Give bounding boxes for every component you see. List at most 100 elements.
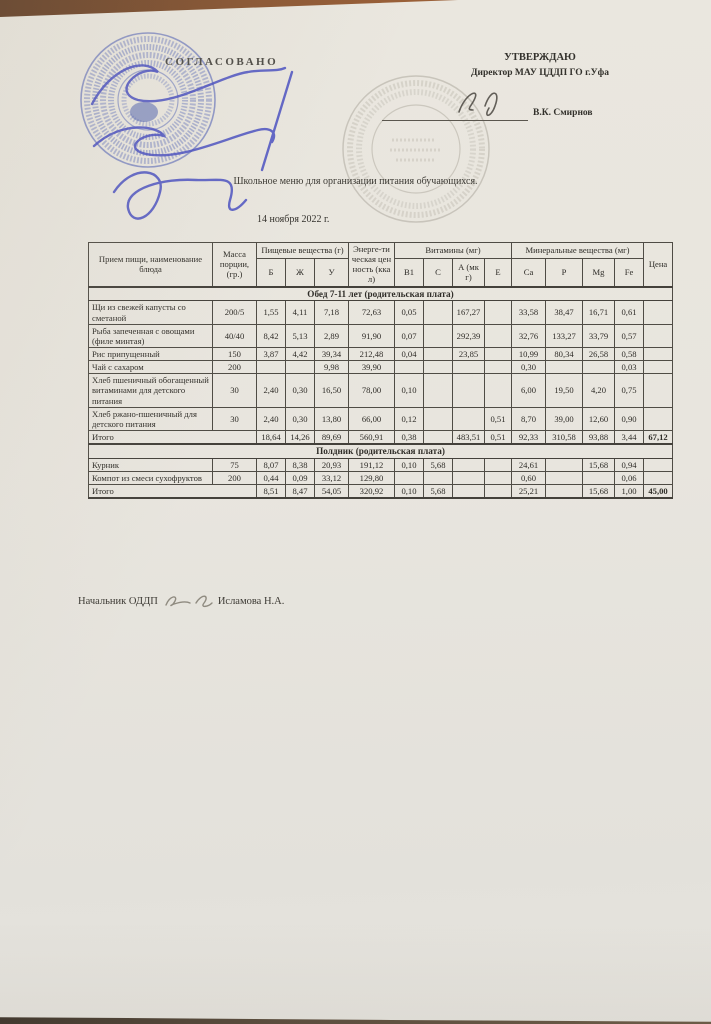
- value-cell: [423, 300, 453, 325]
- value-cell: 0,30: [285, 373, 315, 408]
- value-cell: 33,79: [582, 323, 616, 348]
- value-cell: [423, 406, 453, 431]
- value-cell: 5,68: [423, 484, 453, 500]
- value-cell: 0,94: [614, 457, 645, 473]
- signature-line: [382, 120, 528, 121]
- value-cell: 5,68: [423, 457, 453, 473]
- menu-table: Прием пищи, наименование блюда Масса пор…: [87, 241, 674, 500]
- value-cell: 3,87: [256, 346, 286, 362]
- value-cell: 3,44: [614, 429, 645, 446]
- value-cell: [545, 457, 584, 473]
- value-cell: [483, 373, 513, 408]
- value-cell: 8,38: [285, 457, 315, 473]
- value-cell: 129,80: [348, 471, 395, 486]
- value-cell: 0,09: [285, 471, 315, 486]
- value-cell: 0,10: [394, 457, 424, 473]
- value-cell: [423, 360, 453, 375]
- value-cell: [452, 406, 485, 431]
- value-cell: 67,12: [643, 429, 674, 446]
- value-cell: 23,85: [452, 346, 485, 362]
- col-vitamin-b1: В1: [394, 257, 424, 288]
- value-cell: 39,90: [348, 360, 395, 375]
- value-cell: 16,71: [582, 300, 616, 325]
- value-cell: 15,68: [582, 484, 616, 500]
- value-cell: 167,27: [452, 300, 485, 325]
- col-carbs: У: [314, 257, 349, 288]
- value-cell: 0,10: [394, 484, 424, 500]
- value-cell: 92,33: [511, 429, 547, 446]
- value-cell: 4,11: [285, 300, 315, 325]
- approved-signer: В.К. Смирнов: [533, 108, 593, 118]
- value-cell: 0,30: [511, 360, 547, 375]
- value-cell: 1,55: [256, 300, 286, 325]
- value-cell: 0,10: [394, 373, 424, 408]
- col-group-vitamins: Витамины (мг): [393, 242, 513, 259]
- value-cell: [452, 373, 485, 408]
- value-cell: [423, 471, 453, 486]
- menu-row: Щи из свежей капусты со сметаной 200/5 1,5…: [88, 300, 674, 325]
- value-cell: 200/5: [212, 300, 257, 325]
- dish-name: Щи из свежей капусты со сметаной: [88, 300, 213, 325]
- value-cell: 39,34: [314, 346, 349, 362]
- table-surface-bottom-edge: [0, 1017, 711, 1024]
- value-cell: [394, 471, 424, 486]
- value-cell: 310,58: [545, 429, 584, 446]
- value-cell: 320,92: [348, 484, 395, 500]
- table-surface-top-edge: [0, 0, 458, 17]
- value-cell: 2,40: [256, 373, 286, 408]
- value-cell: 150: [212, 346, 257, 362]
- value-cell: 26,58: [582, 346, 616, 362]
- value-cell: 292,39: [452, 323, 485, 348]
- value-cell: 212,48: [348, 346, 395, 362]
- value-cell: 0,05: [394, 300, 424, 325]
- section-header-row: Полдник (родительская плата): [87, 443, 674, 459]
- value-cell: 89,69: [314, 429, 349, 446]
- value-cell: [423, 373, 453, 408]
- value-cell: [582, 360, 616, 375]
- dish-name: Хлеб пшеничный обогащенный витаминами дл…: [88, 373, 213, 408]
- value-cell: 1,00: [614, 484, 645, 500]
- value-cell: 8,07: [256, 457, 286, 473]
- menu-row: Курник 75 8,07 8,38 20,93 191,12 0,10 5,68 24,61…: [88, 457, 674, 473]
- value-cell: 2,40: [256, 406, 286, 431]
- value-cell: [483, 471, 513, 486]
- value-cell: 0,51: [483, 429, 513, 446]
- value-cell: [643, 360, 674, 375]
- dish-name: Чай с сахаром: [88, 360, 213, 375]
- value-cell: 4,42: [285, 346, 315, 362]
- value-cell: [545, 484, 584, 500]
- value-cell: 20,93: [314, 457, 349, 473]
- value-cell: 191,12: [348, 457, 395, 473]
- value-cell: 0,38: [394, 429, 424, 446]
- value-cell: [452, 484, 485, 500]
- table-header-row-2: Б Ж У В1 С А (мкг) Е Ca P Mg Fe: [89, 257, 673, 288]
- director-signature: [445, 82, 525, 122]
- section-title: Полдник (родительская плата): [87, 443, 674, 459]
- signature-scrawl: [80, 42, 315, 237]
- value-cell: 2,89: [314, 323, 349, 348]
- value-cell: 33,58: [511, 300, 547, 325]
- value-cell: 0,57: [614, 323, 645, 348]
- col-mass: Масса порции, (гр.): [212, 241, 257, 288]
- value-cell: [483, 346, 513, 362]
- value-cell: 91,90: [348, 323, 395, 348]
- value-cell: 16,50: [314, 373, 349, 408]
- value-cell: [582, 471, 616, 486]
- value-cell: [643, 457, 674, 473]
- value-cell: [643, 373, 674, 408]
- value-cell: [423, 323, 453, 348]
- value-cell: 7,18: [314, 300, 349, 325]
- value-cell: [643, 323, 674, 348]
- value-cell: 12,60: [582, 406, 616, 431]
- value-cell: 4,20: [582, 373, 616, 408]
- value-cell: 0,12: [394, 406, 424, 431]
- menu-date: 14 ноября 2022 г.: [257, 214, 330, 225]
- value-cell: 0,30: [285, 406, 315, 431]
- value-cell: 72,63: [348, 300, 395, 325]
- value-cell: 200: [212, 471, 257, 486]
- col-vitamin-c: С: [423, 257, 453, 288]
- col-group-minerals: Минеральные вещества (мг): [511, 242, 645, 259]
- value-cell: 25,21: [511, 484, 547, 500]
- value-cell: 0,51: [483, 406, 513, 431]
- value-cell: [483, 323, 513, 348]
